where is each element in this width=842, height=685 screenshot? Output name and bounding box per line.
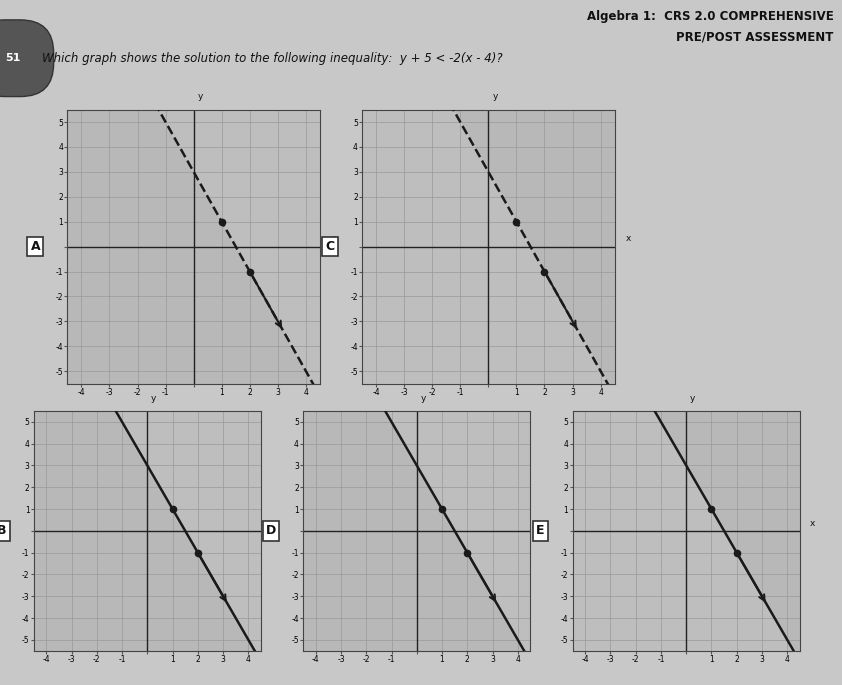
- Text: y: y: [421, 395, 426, 403]
- Text: x: x: [541, 519, 546, 527]
- Text: y: y: [690, 395, 695, 403]
- Text: PRE/POST ASSESSMENT: PRE/POST ASSESSMENT: [676, 31, 834, 44]
- Text: y: y: [152, 395, 157, 403]
- Text: y: y: [493, 92, 498, 101]
- Text: D: D: [266, 525, 276, 537]
- Text: Algebra 1:  CRS 2.0 COMPREHENSIVE: Algebra 1: CRS 2.0 COMPREHENSIVE: [587, 10, 834, 23]
- Text: B: B: [0, 525, 7, 537]
- Text: x: x: [626, 234, 632, 243]
- Text: x: x: [271, 519, 276, 527]
- Text: 51: 51: [5, 53, 20, 63]
- Text: Which graph shows the solution to the following inequality:  y + 5 < -2(x - 4)?: Which graph shows the solution to the fo…: [42, 52, 503, 64]
- Text: x: x: [331, 234, 337, 243]
- Text: A: A: [30, 240, 40, 253]
- Text: E: E: [536, 525, 545, 537]
- Text: x: x: [810, 519, 815, 527]
- Text: y: y: [198, 92, 203, 101]
- Text: C: C: [326, 240, 334, 253]
